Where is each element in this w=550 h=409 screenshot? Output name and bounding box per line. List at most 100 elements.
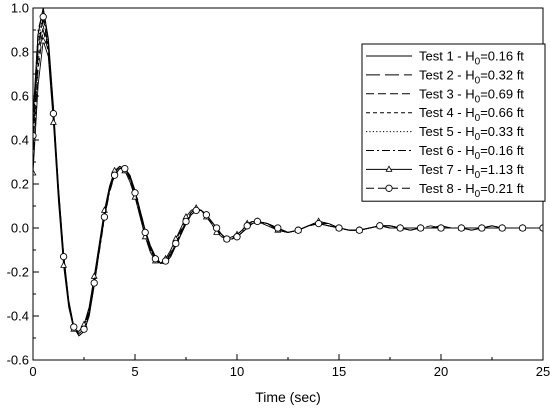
data-point — [314, 219, 323, 228]
data-point — [49, 109, 58, 118]
legend-label-tail: =0.16 ft — [480, 49, 524, 64]
data-point — [478, 224, 486, 232]
legend-label-tail: =0.69 ft — [480, 86, 524, 101]
legend-label: Test 3 - H0=0.69 ft — [419, 86, 524, 105]
legend-label: Test 4 - H0=0.66 ft — [419, 105, 524, 124]
data-point — [151, 255, 160, 263]
legend-label-main: Test 3 - H — [419, 86, 475, 101]
legend-item: Test 8 - H0=0.21 ft — [366, 181, 524, 200]
data-point — [416, 224, 425, 232]
data-point — [335, 224, 343, 232]
legend-label: Test 6 - H0=0.16 ft — [419, 143, 524, 162]
legend-label-main: Test 1 - H — [419, 49, 475, 64]
data-point — [518, 224, 527, 232]
data-point — [59, 252, 68, 261]
data-point — [437, 224, 445, 232]
legend-item: Test 1 - H0=0.16 ft — [366, 49, 524, 68]
legend-label-subscript: 0 — [475, 132, 481, 143]
tick-layer: 0 5 10 15 20 25 -0.6 -0.4 -0.2 0.0 0.2 0.4 0.6 0.8 1.0 — [7, 1, 550, 380]
legend-label-subscript: 0 — [475, 75, 481, 86]
data-point — [90, 279, 98, 287]
data-point — [253, 217, 262, 226]
data-point — [131, 189, 139, 197]
x-tick-label: 15 — [332, 364, 346, 379]
x-axis-label: Time (sec) — [255, 389, 321, 405]
data-point — [70, 323, 78, 331]
y-tick-label: 0.8 — [11, 45, 29, 60]
y-tick-label: -0.6 — [7, 353, 29, 368]
data-point — [223, 235, 231, 243]
series-layer — [33, 8, 543, 337]
data-point — [274, 224, 282, 232]
data-point — [396, 224, 404, 232]
x-tick-label: 25 — [536, 364, 550, 379]
legend-label-main: Test 4 - H — [419, 105, 475, 120]
legend-label-tail: =0.16 ft — [480, 143, 524, 158]
legend-item: Test 7 - H0=1.13 ft — [366, 162, 524, 181]
data-point — [39, 13, 47, 21]
data-point — [182, 217, 190, 226]
y-tick-label: -0.4 — [7, 309, 29, 324]
data-point — [33, 168, 37, 176]
legend-label-tail: =0.33 ft — [480, 124, 524, 139]
legend-label-tail: =0.66 ft — [480, 105, 524, 120]
x-tick-label: 20 — [434, 364, 448, 379]
legend-label-main: Test 8 - H — [419, 181, 475, 196]
data-point — [212, 224, 221, 232]
legend-label-tail: =1.13 ft — [480, 162, 524, 177]
data-point — [141, 228, 149, 237]
data-point — [202, 211, 211, 219]
legend-label-main: Test 7 - H — [419, 162, 475, 177]
legend-item: Test 6 - H0=0.16 ft — [366, 143, 524, 162]
y-tick-label: 0.4 — [11, 133, 29, 148]
legend-marker — [385, 165, 393, 172]
legend-item: Test 2 - H0=0.32 ft — [366, 67, 524, 86]
data-point — [498, 224, 506, 232]
legend-label-subscript: 0 — [475, 151, 481, 162]
legend-label: Test 2 - H0=0.32 ft — [419, 67, 524, 86]
legend-label-subscript: 0 — [475, 170, 481, 181]
x-tick-label: 0 — [29, 364, 36, 379]
data-point — [100, 213, 109, 221]
legend-item: Test 4 - H0=0.66 ft — [366, 105, 524, 124]
legend-label-main: Test 5 - H — [419, 124, 475, 139]
data-point — [49, 118, 57, 125]
legend-label-subscript: 0 — [475, 189, 481, 200]
data-point — [355, 226, 364, 234]
data-point — [90, 272, 98, 279]
data-point — [192, 206, 200, 215]
data-point — [161, 257, 170, 265]
data-point — [294, 226, 302, 234]
legend-marker — [385, 184, 393, 192]
x-tick-label: 5 — [131, 364, 138, 379]
data-point — [121, 164, 129, 173]
y-tick-label: -0.2 — [7, 265, 29, 280]
y-tick-label: 0.6 — [11, 89, 29, 104]
data-point — [80, 325, 88, 333]
series-8 — [33, 13, 543, 335]
legend-item: Test 5 - H0=0.33 ft — [366, 124, 524, 143]
legend-label-subscript: 0 — [475, 57, 481, 68]
data-point — [213, 228, 221, 235]
legend-item: Test 3 - H0=0.69 ft — [366, 86, 524, 105]
legend-label-tail: =0.21 ft — [480, 181, 524, 196]
y-tick-label: 0.2 — [11, 177, 29, 192]
y-tick-label: 1.0 — [11, 1, 29, 16]
legend-label-subscript: 0 — [475, 94, 481, 105]
data-point — [110, 171, 119, 179]
data-point — [233, 233, 241, 241]
legend-label-tail: =0.32 ft — [480, 67, 524, 82]
legend-label: Test 7 - H0=1.13 ft — [419, 162, 524, 181]
x-tick-label: 10 — [230, 364, 244, 379]
legend-label-main: Test 2 - H — [419, 67, 475, 82]
data-point — [39, 36, 47, 44]
data-point — [33, 131, 37, 140]
data-point — [60, 261, 68, 268]
legend-label: Test 8 - H0=0.21 ft — [419, 181, 524, 200]
legend-label: Test 5 - H0=0.33 ft — [419, 124, 524, 143]
legend-box — [361, 43, 546, 202]
legend-label: Test 1 - H0=0.16 ft — [419, 49, 524, 68]
legend-label-subscript: 0 — [475, 113, 481, 124]
y-tick-label: 0.0 — [11, 221, 29, 236]
